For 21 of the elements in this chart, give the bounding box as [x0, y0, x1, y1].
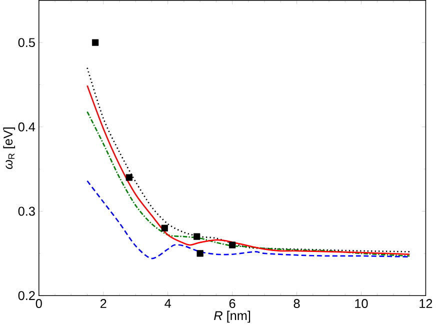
- y-tick-label: 0.5: [18, 38, 35, 48]
- y-tick-label: 0.2: [18, 291, 35, 300]
- point: [194, 233, 200, 240]
- point: [126, 174, 132, 181]
- x-tick-label: 0: [36, 299, 42, 308]
- x-tick-label: 10: [355, 299, 368, 308]
- point: [196, 250, 204, 257]
- line-series: [86, 180, 410, 260]
- x-tick-label: 8: [294, 299, 300, 308]
- point: [161, 224, 168, 232]
- x-tick-label: 4: [164, 299, 171, 308]
- x-axis-title: R [nm]: [214, 310, 250, 323]
- point: [228, 242, 236, 248]
- y-tick-label: 0.4: [18, 122, 36, 132]
- x-tick-label: 6: [229, 299, 236, 308]
- y-tick-label: 0.3: [18, 206, 35, 216]
- x-tick-label: 2: [100, 299, 106, 308]
- x-tick-label: 12: [420, 299, 432, 308]
- line-series: [86, 111, 410, 257]
- point: [92, 39, 99, 46]
- y-axis-title: ω$_{R}$ [eV]: [3, 128, 16, 170]
